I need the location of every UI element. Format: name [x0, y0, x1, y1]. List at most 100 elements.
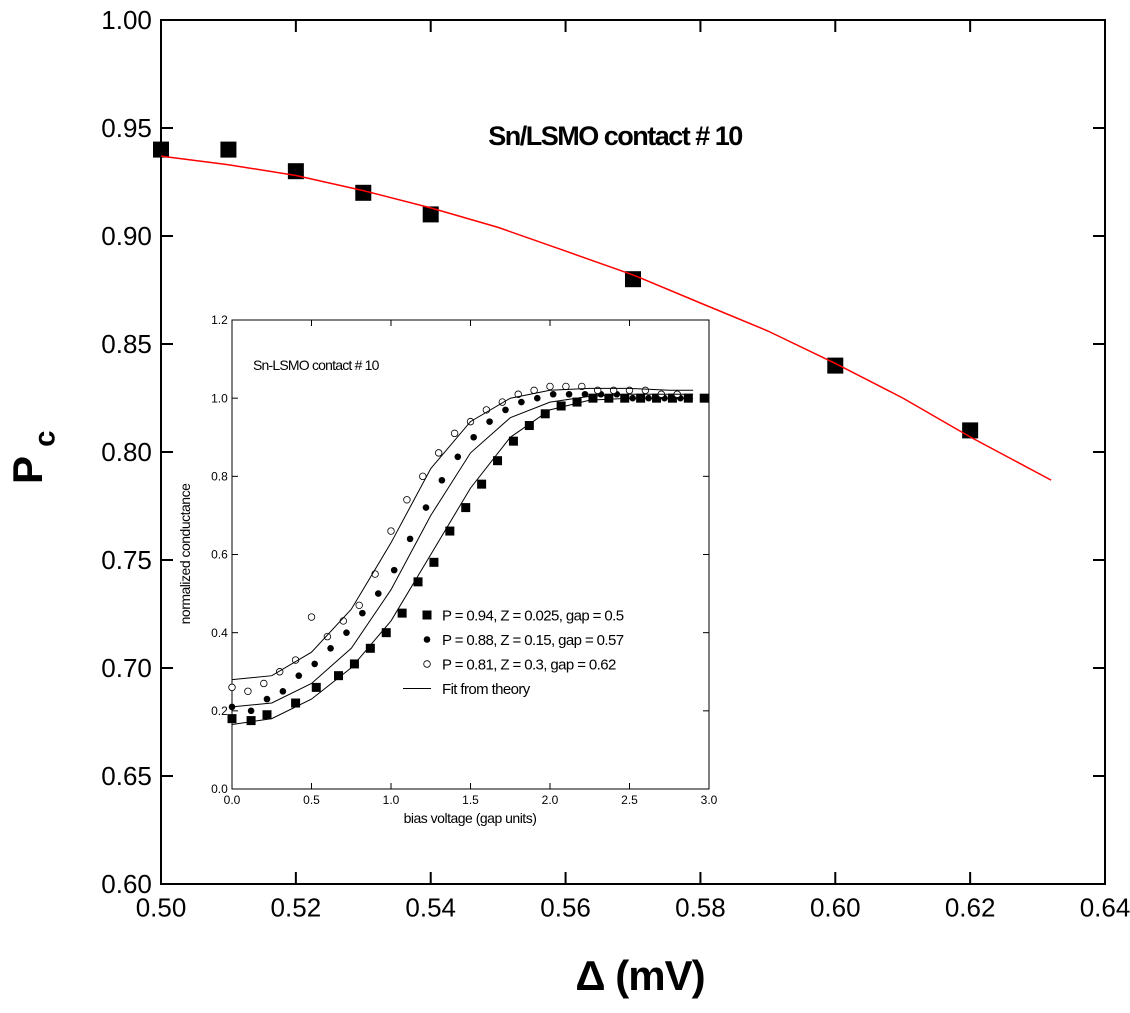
- y-axis-label-subscript: c: [29, 431, 62, 447]
- x-tick-label: 0.5: [303, 793, 320, 807]
- data-point: [422, 206, 439, 223]
- y-tick-label: 0.4: [211, 626, 228, 640]
- y-tick-label: 0.70: [101, 653, 152, 683]
- data-point: [307, 613, 316, 621]
- data-point: [403, 496, 411, 504]
- y-tick-label: 0.6: [211, 548, 228, 562]
- x-tick-label: 0.50: [136, 893, 187, 923]
- data-point: [572, 397, 582, 407]
- legend-marker: [423, 636, 431, 643]
- x-tick-label: 0.0: [224, 793, 241, 807]
- y-axis-label-group: Pc: [4, 431, 62, 484]
- data-point: [311, 682, 321, 692]
- y-axis-label-group: normalized conductance: [177, 483, 193, 624]
- data-point: [508, 436, 518, 446]
- data-point: [470, 433, 477, 441]
- data-point: [397, 608, 407, 618]
- data-point: [374, 590, 382, 597]
- data-point: [533, 394, 541, 402]
- plot-area: [231, 319, 710, 790]
- data-point: [359, 609, 366, 617]
- fit-line: [231, 397, 694, 725]
- data-point: [445, 526, 455, 536]
- data-point: [562, 382, 570, 391]
- data-point: [422, 504, 430, 511]
- data-point: [262, 710, 272, 720]
- data-point: [244, 687, 252, 695]
- data-point: [549, 390, 557, 398]
- data-point: [540, 409, 550, 419]
- data-point: [291, 698, 301, 708]
- y-tick-label: 1.2: [211, 313, 228, 327]
- data-point: [381, 628, 391, 638]
- data-point: [493, 456, 503, 466]
- y-tick-label: 0.90: [101, 221, 152, 251]
- y-tick-label: 0.2: [211, 704, 228, 718]
- legend-marker: [423, 660, 431, 668]
- data-point: [295, 672, 303, 679]
- y-tick-label: 0.65: [101, 761, 152, 791]
- x-tick-label: 2.0: [542, 793, 559, 807]
- data-point: [343, 629, 350, 636]
- data-point: [565, 390, 573, 398]
- data-point: [556, 401, 566, 411]
- data-point: [390, 566, 398, 574]
- x-tick-label: 0.52: [271, 893, 322, 923]
- y-axis-label: P: [4, 456, 51, 484]
- y-tick-label: 0.95: [101, 113, 152, 143]
- data-point: [429, 557, 439, 567]
- chart-title: Sn/LSMO contact # 10: [488, 121, 742, 151]
- y-tick-label: 1.00: [101, 5, 152, 35]
- x-tick-label: 0.62: [945, 893, 996, 923]
- y-tick-label: 1.0: [211, 391, 228, 405]
- data-point: [518, 398, 525, 406]
- data-point: [438, 476, 446, 484]
- data-point: [435, 449, 443, 457]
- data-point: [546, 382, 554, 391]
- x-axis-label: Δ (mV): [575, 952, 704, 999]
- data-point: [477, 479, 487, 489]
- x-tick-label: 3.0: [701, 793, 718, 807]
- y-tick-label: 0.75: [101, 545, 152, 575]
- data-point: [323, 632, 332, 641]
- x-tick-label: 0.64: [1080, 893, 1130, 923]
- data-point: [247, 707, 255, 715]
- data-point: [220, 141, 237, 158]
- fit-line: [160, 155, 1052, 481]
- x-tick-label: 0.54: [405, 893, 456, 923]
- y-tick-label: 0.85: [101, 329, 152, 359]
- x-tick-label: 1.0: [383, 793, 400, 807]
- legend-label: P = 0.88, Z = 0.15, gap = 0.57: [442, 632, 624, 649]
- data-point: [311, 660, 318, 668]
- data-point: [246, 716, 256, 726]
- data-point: [228, 703, 236, 711]
- data-point: [502, 406, 509, 414]
- data-point: [227, 714, 237, 724]
- data-point: [263, 695, 271, 703]
- data-point: [581, 390, 589, 398]
- x-tick-label: 0.58: [675, 893, 726, 923]
- data-point: [625, 271, 641, 288]
- x-tick-label: 1.5: [462, 793, 479, 807]
- data-point: [486, 418, 493, 425]
- data-point: [406, 535, 414, 543]
- data-point: [454, 453, 462, 461]
- data-point: [461, 503, 471, 513]
- legend-label: P = 0.94, Z = 0.025, gap = 0.5: [442, 607, 624, 624]
- legend-marker: [422, 610, 432, 620]
- data-point: [604, 393, 614, 403]
- data-point: [699, 393, 709, 403]
- data-point: [962, 422, 979, 439]
- data-point: [153, 141, 169, 158]
- data-point: [450, 429, 459, 438]
- data-point: [588, 393, 598, 403]
- data-point: [578, 382, 586, 391]
- x-tick-label: 0.60: [810, 893, 861, 923]
- legend-label: Fit from theory: [442, 681, 531, 698]
- chart-title: Sn-LSMO contact # 10: [253, 357, 380, 373]
- data-point: [355, 184, 372, 201]
- data-point: [413, 577, 423, 587]
- x-tick-label: 0.56: [540, 893, 591, 923]
